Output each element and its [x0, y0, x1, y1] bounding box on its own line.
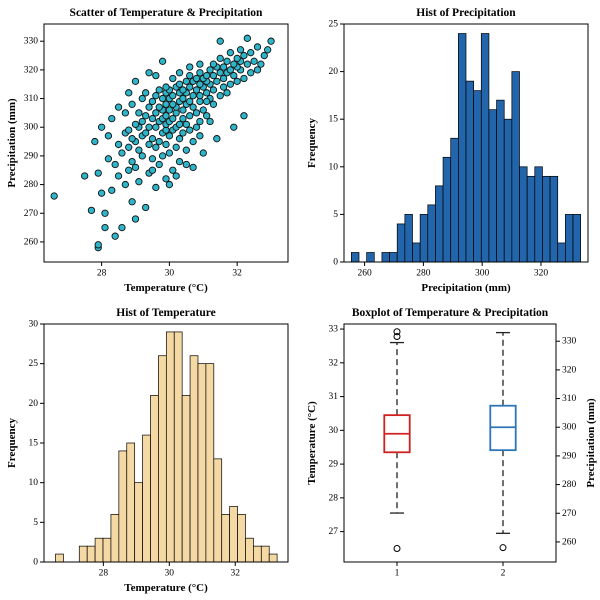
temperature-histogram-title: Hist of Temperature: [116, 307, 216, 319]
scatter-canvas: [0, 0, 300, 300]
scatter-chart: Scatter of Temperature & Precipitation: [0, 0, 300, 300]
precipitation-histogram-chart: Hist of Precipitation: [300, 0, 600, 300]
temperature-histogram-canvas: [0, 300, 300, 600]
precipitation-histogram-title: Hist of Precipitation: [416, 7, 516, 19]
scatter-title: Scatter of Temperature & Precipitation: [69, 7, 263, 19]
boxplot-canvas: [300, 300, 600, 600]
precipitation-histogram-canvas: [300, 0, 600, 300]
temperature-histogram-chart: Hist of Temperature: [0, 300, 300, 600]
boxplot-title: Boxplot of Temperature & Precipitation: [351, 307, 549, 319]
boxplot-chart: Boxplot of Temperature & Precipitation: [300, 300, 600, 600]
